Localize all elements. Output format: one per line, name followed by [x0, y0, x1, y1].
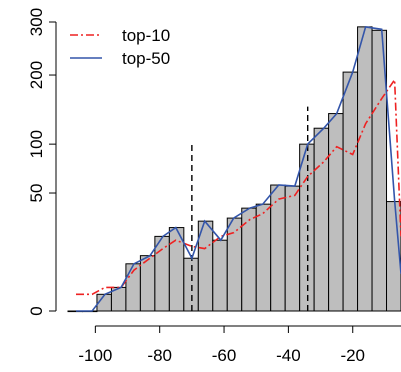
series-line-top-10: [76, 77, 401, 296]
histogram-bar: [154, 235, 170, 312]
histogram-bar: [212, 239, 228, 312]
histogram-bar: [299, 143, 315, 312]
y-tick-label: 0: [27, 306, 46, 315]
histogram-bar: [139, 255, 156, 312]
y-tick-label: 200: [27, 61, 46, 89]
x-tick-label: -40: [276, 346, 301, 365]
histogram-bar: [357, 26, 373, 312]
x-tick-label: -20: [340, 346, 365, 365]
histogram-bar: [255, 203, 272, 312]
histogram-bar: [284, 185, 301, 312]
histogram-bar: [328, 113, 344, 312]
y-tick-label: 300: [27, 8, 46, 36]
y-tick-label: 50: [27, 184, 46, 203]
legend: top-10 top-50: [70, 26, 170, 68]
histogram-bar: [371, 29, 388, 312]
histogram-bar: [342, 71, 359, 312]
x-tick-label: -80: [147, 346, 172, 365]
x-tick-label: -100: [78, 346, 112, 365]
reference-lines: [191, 106, 309, 311]
series-line-top-50: [76, 26, 401, 312]
x-axis: -100-80-60-40-200: [78, 325, 401, 365]
legend-label-top-10: top-10: [122, 26, 170, 45]
y-tick-label: 100: [27, 130, 46, 158]
series-lines: [76, 26, 401, 312]
histogram-bars: [67, 26, 401, 313]
histogram-bar: [313, 127, 330, 312]
x-tick-label: -60: [212, 346, 237, 365]
histogram-bar: [183, 257, 199, 312]
histogram-bar: [270, 184, 286, 312]
y-axis: 0 50 100 200 300: [27, 8, 57, 316]
legend-label-top-50: top-50: [122, 49, 170, 68]
histogram-bar: [226, 217, 243, 312]
